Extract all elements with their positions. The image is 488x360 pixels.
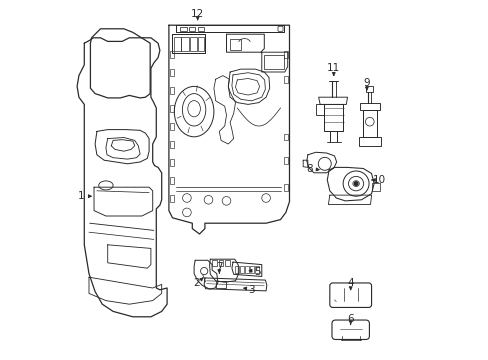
Bar: [170, 105, 174, 112]
Bar: [366, 86, 373, 92]
Bar: [358, 137, 380, 146]
Text: 5: 5: [253, 267, 260, 277]
Circle shape: [354, 182, 357, 185]
Bar: [170, 123, 174, 130]
Bar: [218, 260, 223, 266]
Text: 9: 9: [363, 78, 369, 88]
Bar: [255, 266, 258, 273]
Bar: [215, 281, 226, 288]
Bar: [188, 27, 195, 31]
Text: 3: 3: [248, 285, 254, 295]
Bar: [170, 177, 174, 184]
Bar: [170, 87, 174, 94]
Bar: [284, 157, 288, 164]
Text: 11: 11: [326, 63, 340, 73]
Bar: [235, 266, 238, 273]
Bar: [284, 184, 288, 191]
Bar: [224, 260, 229, 266]
Bar: [170, 159, 174, 166]
Bar: [359, 103, 379, 110]
Bar: [170, 51, 174, 58]
Bar: [240, 266, 244, 273]
Bar: [197, 37, 204, 51]
Bar: [170, 69, 174, 76]
Bar: [371, 183, 379, 191]
Bar: [180, 27, 186, 31]
Text: 10: 10: [372, 175, 385, 185]
Text: 8: 8: [306, 164, 313, 174]
Bar: [315, 104, 323, 115]
Text: 7: 7: [216, 262, 222, 272]
Bar: [181, 37, 188, 51]
Bar: [264, 55, 284, 69]
Bar: [189, 37, 197, 51]
Bar: [323, 104, 343, 131]
Text: 4: 4: [346, 278, 353, 288]
Bar: [173, 37, 181, 51]
Bar: [212, 260, 216, 266]
Text: 2: 2: [193, 278, 200, 288]
Bar: [170, 195, 174, 202]
Text: 12: 12: [191, 9, 204, 19]
Bar: [197, 27, 204, 31]
Bar: [284, 134, 288, 140]
Text: 6: 6: [346, 314, 353, 324]
Bar: [284, 51, 288, 58]
Bar: [362, 110, 376, 137]
Bar: [244, 266, 248, 273]
Text: 1: 1: [77, 191, 84, 201]
Bar: [250, 266, 253, 273]
Bar: [230, 39, 241, 50]
Bar: [284, 76, 288, 83]
Bar: [170, 141, 174, 148]
